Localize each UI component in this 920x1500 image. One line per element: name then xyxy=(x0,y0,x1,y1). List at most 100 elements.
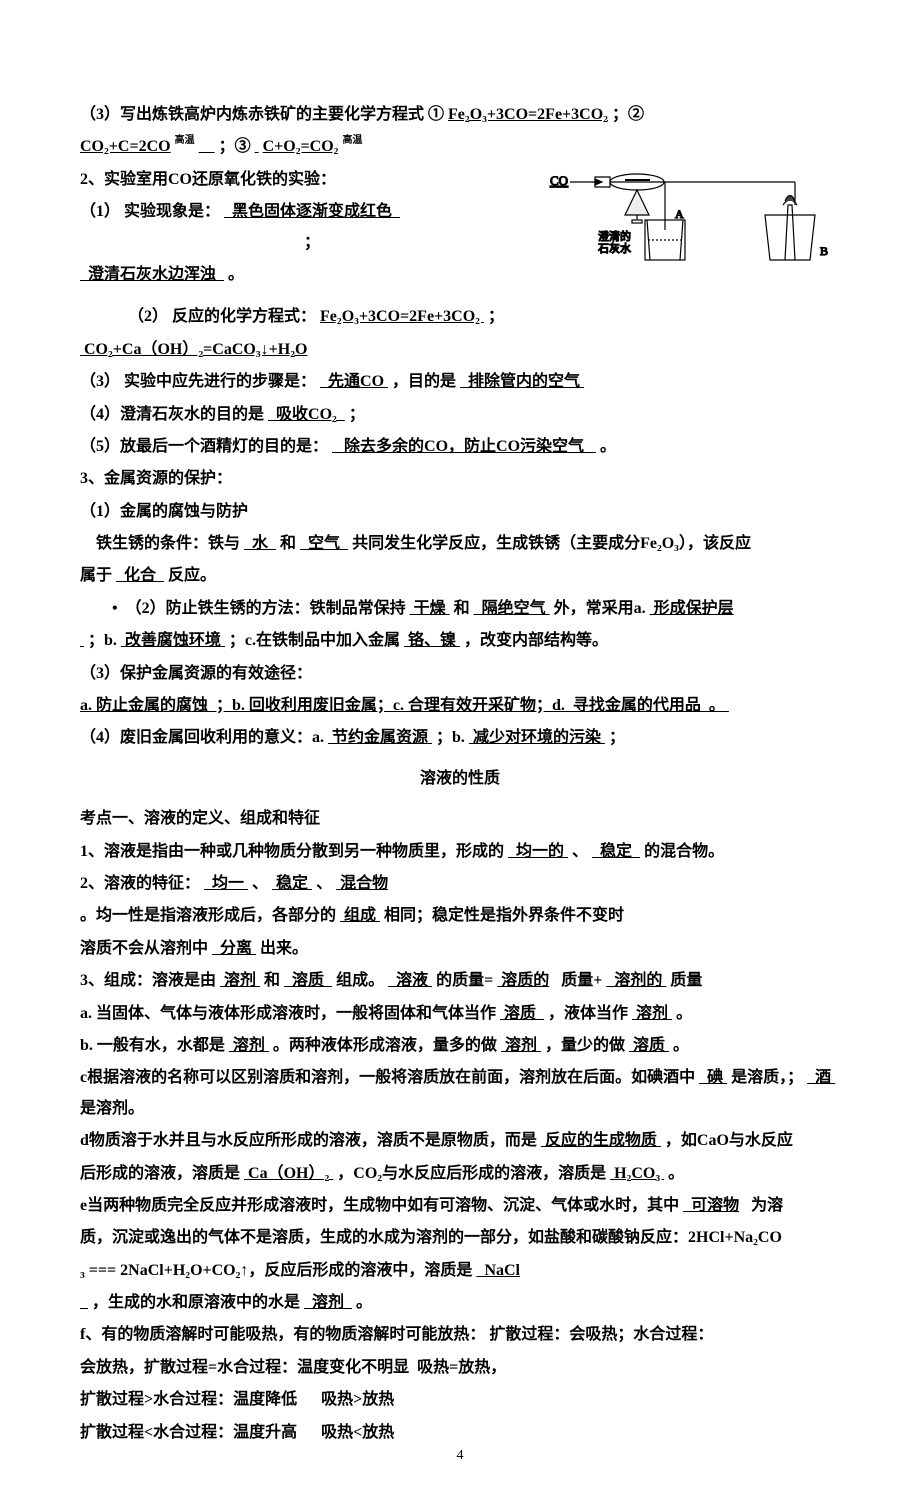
answer: 铬、镍 xyxy=(404,632,460,649)
text: ，CO₂与水反应后形成的溶液，溶质是 xyxy=(337,1165,606,1182)
answer: 均一的 xyxy=(508,843,568,860)
text: c根据溶液的名称可以区别溶质和溶剂，一般将溶质放在前面，溶剂放在后面。如碘酒中 xyxy=(80,1069,695,1086)
line-19: （4）废旧金属回收利用的意义：a. 节约金属资源 ；b. 减少对环境的污染 ； xyxy=(80,723,840,753)
svg-text:B: B xyxy=(820,244,828,258)
answer: 溶质 xyxy=(629,1037,669,1054)
text: 。两种液体形成溶液，量多的做 xyxy=(273,1037,497,1054)
line-7: CO₂+Ca（OH）₂=CaCO₃↓+H₂O xyxy=(80,335,840,365)
text: 2、溶液的特征： xyxy=(80,875,200,892)
temp-label: 高温 xyxy=(342,135,362,146)
answer: 溶质 xyxy=(284,972,332,989)
text: 质量+ xyxy=(553,972,602,989)
line-14: 属于 化合 反应。 xyxy=(80,561,840,591)
line-33: ₃ === 2NaCl+H₂O+CO₂↑，反应后形成的溶液中，溶质是 NaCl xyxy=(80,1256,840,1286)
answer: 黑色固体逐渐变成红色 xyxy=(224,203,400,220)
svg-text:石灰水: 石灰水 xyxy=(598,241,631,255)
line-15: • （2）防止铁生锈的方法：铁制品常保持 干燥 和 隔绝空气 外，常采用a. 形… xyxy=(80,594,840,624)
answer: NaCl xyxy=(476,1262,520,1279)
text: 、 xyxy=(252,875,268,892)
text: 属于 xyxy=(80,567,112,584)
text: 共同发生化学反应，生成铁锈（主要成分Fe₂O₃），该反应 xyxy=(352,535,751,552)
text: ，如CaO与水反应 xyxy=(665,1132,793,1149)
answer: 稳定 xyxy=(592,843,640,860)
eq: CO₂+C=2CO xyxy=(80,138,171,155)
answer: 水 xyxy=(244,535,276,552)
text: f、有的物质溶解时可能吸热，有的物质溶解时可能放热： xyxy=(80,1326,485,1343)
eq: C+O₂=CO₂ xyxy=(263,138,339,155)
answer: 分离 xyxy=(212,940,256,957)
text: 质量 xyxy=(670,972,702,989)
text: ；③ xyxy=(219,138,251,155)
text: 溶质不会从溶剂中 xyxy=(80,940,208,957)
answer: 稳定 xyxy=(272,875,312,892)
text: 。 xyxy=(600,438,616,455)
text: 3、组成：溶液是由 xyxy=(80,972,216,989)
answer: 碘 xyxy=(699,1069,727,1086)
text: ，生成的水和原溶液中的水是 xyxy=(92,1294,300,1311)
text: 1、溶液是指由一种或几种物质分散到另一种物质里，形成的 xyxy=(80,843,504,860)
text: ₃ === 2NaCl+H₂O+CO₂↑，反应后形成的溶液中，溶质是 xyxy=(80,1262,472,1279)
text: 。 xyxy=(676,1005,692,1022)
text: 铁生锈的条件：铁与 xyxy=(80,535,240,552)
text: • （2）防止铁生锈的方法：铁制品常保持 xyxy=(112,600,406,617)
answer: 溶剂 xyxy=(632,1005,672,1022)
line-20: 考点一、溶液的定义、组成和特征 xyxy=(80,804,840,834)
text: （3）写出炼铁高炉内炼赤铁矿的主要化学方程式 ① xyxy=(80,106,444,123)
answer: 溶剂 xyxy=(501,1037,541,1054)
line-32: 质，沉淀或逸出的气体不是溶质，生成的水成为溶剂的一部分，如盐酸和碳酸钠反应：2H… xyxy=(80,1223,840,1253)
line-22: 2、溶液的特征： 均一 、 稳定 、 混合物 xyxy=(80,869,840,899)
text: 。均一性是指溶液形成后，各部分的 xyxy=(80,907,336,924)
answer: Ca（OH）₂ xyxy=(244,1165,333,1182)
text: ；c.在铁制品中加入金属 xyxy=(229,632,400,649)
answer: 改善腐蚀环境 xyxy=(121,632,225,649)
text: （1） 实验现象是： xyxy=(80,203,220,220)
line-2: CO₂+C=2CO 高温 ；③ C+O₂=CO₂ 高温 xyxy=(80,132,840,162)
temp-label: 高温 xyxy=(175,135,195,146)
line-35: f、有的物质溶解时可能吸热，有的物质溶解时可能放热： 扩散过程：会吸热；水合过程… xyxy=(80,1320,840,1350)
answer: 形成保护层 xyxy=(650,600,734,617)
text: e当两种物质完全反应并形成溶液时，生成物中如有可溶物、沉淀、气体或水时，其中 xyxy=(80,1197,679,1214)
answer: 空气 xyxy=(300,535,348,552)
line-26: a. 当固体、气体与液体形成溶液时，一般将固体和气体当作 溶质 ，液体当作 溶剂… xyxy=(80,999,840,1029)
answer: 化合 xyxy=(116,567,164,584)
text: 是溶质，； xyxy=(731,1069,803,1086)
answer: 均一 xyxy=(204,875,248,892)
text: ； xyxy=(304,234,320,251)
answer: 吸收CO₂ xyxy=(268,406,345,423)
answer xyxy=(80,1294,88,1311)
line-9: （4）澄清石灰水的目的是 吸收CO₂ ； xyxy=(80,400,840,430)
answer: 溶质的 xyxy=(497,972,549,989)
line-21: 1、溶液是指由一种或几种物质分散到另一种物质里，形成的 均一的 、 稳定 的混合… xyxy=(80,837,840,867)
page-number: 4 xyxy=(457,1443,464,1470)
answer: 排除管内的空气 xyxy=(460,373,584,390)
text: 、 xyxy=(316,875,332,892)
text: ，目的是 xyxy=(392,373,456,390)
line-11: 3、金属资源的保护： xyxy=(80,464,840,494)
line-13: 铁生锈的条件：铁与 水 和 空气 共同发生化学反应，生成铁锈（主要成分Fe₂O₃… xyxy=(80,529,840,559)
answer: 溶剂 xyxy=(304,1294,352,1311)
line-10: （5）放最后一个酒精灯的目的是： 除去多余的CO，防止CO污染空气 。 xyxy=(80,432,840,462)
text: 、 xyxy=(572,843,588,860)
section-title: 溶液的性质 xyxy=(80,764,840,794)
text: 是溶剂。 xyxy=(80,1100,144,1117)
line-36: 会放热，扩散过程=水合过程：温度变化不明显 吸热=放热， xyxy=(80,1353,840,1383)
line-16: ；b. 改善腐蚀环境 ；c.在铁制品中加入金属 铬、镍 ，改变内部结构等。 xyxy=(80,626,840,656)
svg-text:A: A xyxy=(675,207,684,221)
line-1: （3）写出炼铁高炉内炼赤铁矿的主要化学方程式 ① Fe₂O₃+3CO=2Fe+3… xyxy=(80,100,840,130)
answer: 溶液 xyxy=(388,972,432,989)
experiment-diagram: CO A B xyxy=(540,165,840,275)
text: ；b. xyxy=(88,632,121,649)
eq: Fe₂O₃+3CO=2Fe+3CO₂ xyxy=(320,308,484,325)
text: b. 一般有水，水都是 xyxy=(80,1037,225,1054)
text: ；b. xyxy=(436,729,469,746)
text: 。 xyxy=(673,1037,689,1054)
text: 外，常采用a. xyxy=(554,600,646,617)
line-12: （1）金属的腐蚀与防护 xyxy=(80,497,840,527)
line-37: 扩散过程>水合过程：温度降低 吸热>放热 xyxy=(80,1385,840,1415)
line-28: c根据溶液的名称可以区别溶质和溶剂，一般将溶质放在前面，溶剂放在后面。如碘酒中 … xyxy=(80,1063,840,1124)
answer: 溶剂的 xyxy=(606,972,666,989)
text: 和 xyxy=(454,600,470,617)
answer: 组成 xyxy=(340,907,380,924)
text: 组成。 xyxy=(336,972,384,989)
text: （5）放最后一个酒精灯的目的是： xyxy=(80,438,328,455)
